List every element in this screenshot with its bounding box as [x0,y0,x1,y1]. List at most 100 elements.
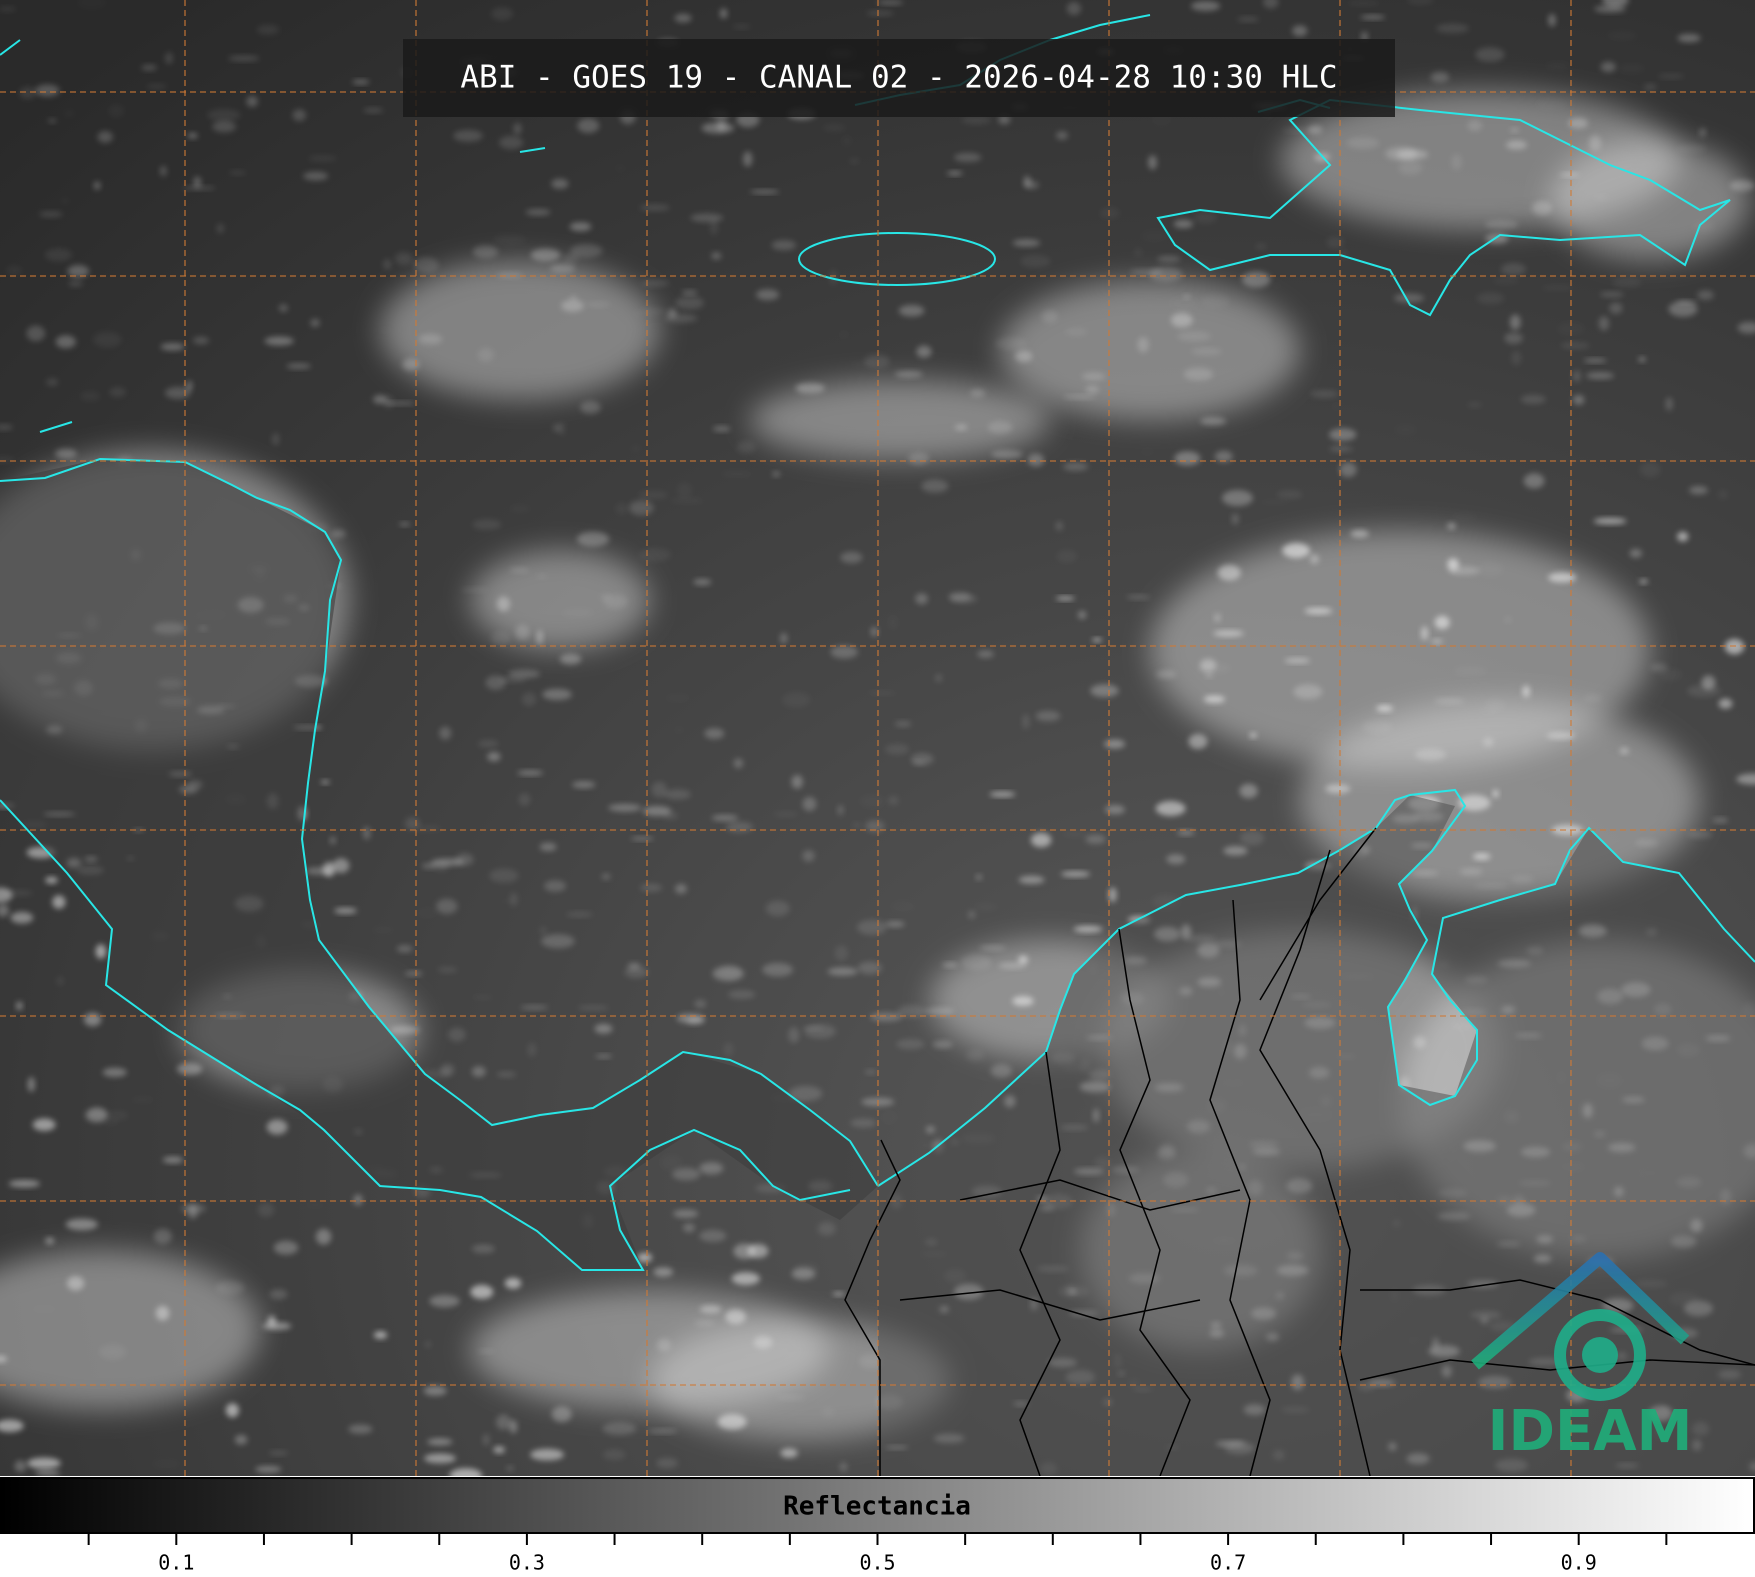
cloud-speck [672,1167,701,1181]
cloud-speck [1329,428,1357,441]
cloud-speck [725,821,754,833]
cloud-speck [1309,554,1320,564]
cloud-speck [310,318,320,327]
cloud-speck [413,257,439,273]
cloud-speck [756,289,780,301]
cloud-speck [436,898,458,914]
cloud-speck [1188,733,1208,750]
cloud-speck [47,118,57,124]
tick-label: 0.9 [1561,1551,1597,1575]
cloud-speck [602,1422,637,1436]
cloud-speck [1222,490,1253,506]
cloud-speck [1594,5,1626,13]
cloud-speck [979,945,1006,951]
cloud-speck [1434,615,1450,630]
cloud-speck [1183,294,1190,299]
cloud-speck [1104,739,1126,749]
cloud-speck [965,1049,984,1062]
cloud-speck [1023,175,1031,188]
cloud-speck [256,24,279,35]
cloud-speck [736,441,756,454]
cloud-speck [500,899,516,903]
cloud-speck [942,962,958,968]
cloud-speck [264,336,294,346]
cloud-speck [398,522,411,527]
cloud-speck [8,1180,40,1188]
cloud-speck [1593,195,1609,200]
cloud-speck [384,401,415,406]
cloud-speck [856,919,887,935]
cloud-speck [1396,149,1429,160]
cloud-speck [424,1453,456,1464]
cloud-speck [286,363,312,370]
cloud-speck [881,1111,897,1124]
cloud-speck [827,967,858,976]
cloud-speck [733,758,744,769]
cloud-speck [885,921,905,928]
cloud-speck [496,1071,516,1078]
cloud-speck [510,505,530,512]
cloud-speck [1568,117,1589,129]
cloud-speck [45,1237,55,1245]
cloud-speck [1593,517,1627,525]
cloud-speck [85,1107,108,1123]
cloud-speck [802,796,817,812]
cloud-speck [404,971,423,976]
cloud-speck [686,1017,705,1025]
cloud-speck [97,131,113,143]
cloud-speck [699,1162,724,1175]
cloud-speck [1193,211,1217,224]
cloud-speck [1177,830,1195,836]
cloud-speck [634,310,641,315]
cloud-speck [656,1457,678,1469]
cloud-speck [894,370,923,378]
cloud-speck [837,804,844,816]
cloud-speck [1485,698,1505,712]
cloud-speck [470,1284,494,1299]
cloud-speck [504,1277,522,1289]
cloud-speck [1618,64,1645,74]
cloud-speck [1310,390,1339,398]
cloud-speck [544,880,567,892]
cloud-speck [1249,732,1257,738]
cloud-speck [1451,569,1463,575]
cloud-speck [603,594,628,609]
cloud-speck [670,497,704,503]
cloud-speck [712,426,731,432]
cloud-speck [1339,462,1357,478]
cloud-speck [1333,403,1339,410]
cloud-speck [1600,61,1616,73]
cloud-speck [160,343,185,351]
cloud-speck [572,781,596,789]
cloud-speck [377,990,409,996]
cloud-speck [1658,73,1685,79]
cloud-speck [657,1338,671,1352]
cloud-speck [1104,805,1125,815]
cloud-speck [372,925,394,934]
cloud-speck [1650,663,1668,672]
cloud-speck [977,650,994,658]
cloud-speck [896,1039,925,1050]
cloud-speck [1668,301,1698,317]
cloud-speck [887,796,899,806]
cloud-speck [887,615,898,630]
cloud-speck [332,858,350,873]
cloud-speck [859,794,885,807]
cloud-speck [830,645,858,659]
cloud-speck [1697,290,1714,300]
cloud-speck [1500,262,1526,276]
cloud-speck [998,962,1026,969]
cloud-speck [509,567,530,573]
cloud-speck [1453,666,1487,675]
cloud-speck [1511,875,1534,883]
cloud-speck [485,675,506,690]
cloud-speck [352,79,370,85]
cloud-speck [1635,839,1659,846]
cloud-speck [216,1280,245,1295]
cloud-speck [521,692,537,707]
cloud-speck [1090,684,1119,698]
cloud-speck [1546,62,1569,70]
cloud-speck [717,1414,747,1430]
cloud-speck [1223,846,1248,856]
cloud-speck [525,208,551,216]
